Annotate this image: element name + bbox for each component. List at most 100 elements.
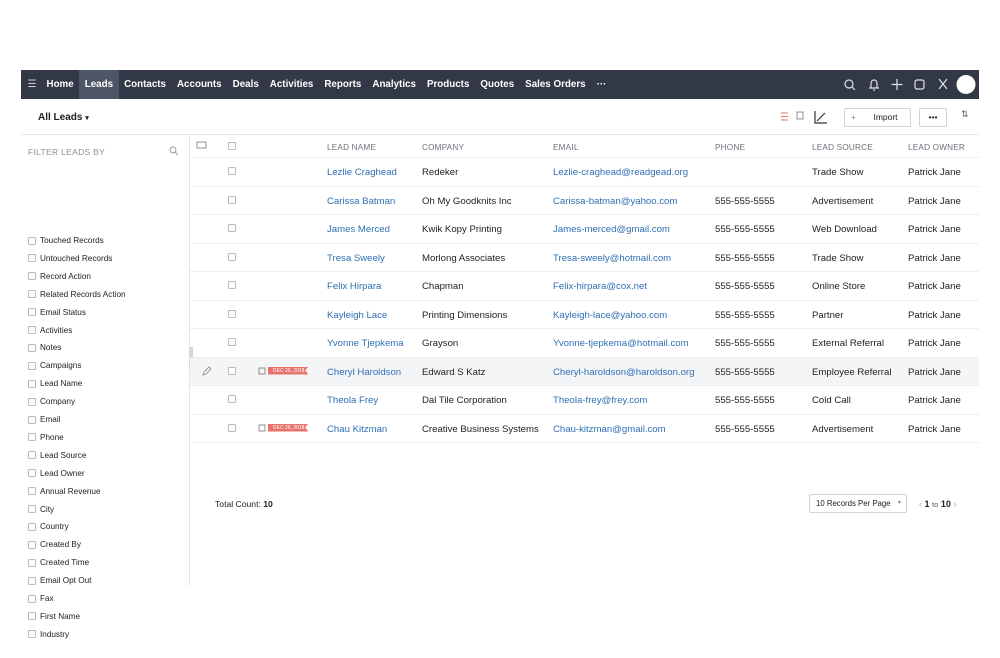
checkbox[interactable]	[28, 415, 36, 424]
column-header[interactable]: COMPANY	[422, 143, 465, 152]
checkbox[interactable]	[28, 540, 36, 549]
filter-item[interactable]: Lead Source	[28, 451, 86, 460]
filter-item[interactable]: Related Records Action	[28, 290, 126, 299]
filter-item[interactable]: Activities	[28, 326, 72, 335]
email[interactable]: Yvonne-tjepkema@hotmail.com	[553, 338, 689, 349]
lead-row[interactable]: Lezlie Craghead Redeker Lezlie-craghead@re…	[190, 158, 979, 187]
nav-item[interactable]: Analytics	[372, 79, 416, 90]
email[interactable]: James-merced@gmail.com	[553, 224, 670, 235]
filter-item[interactable]: Lead Owner	[28, 469, 85, 478]
checkbox[interactable]	[28, 433, 36, 442]
checkbox[interactable]	[28, 343, 36, 352]
checkbox[interactable]	[28, 379, 36, 388]
checkbox[interactable]	[228, 142, 236, 150]
filter-item[interactable]: Industry	[28, 630, 69, 639]
sort-icon[interactable]: ⇅	[961, 109, 969, 119]
filter-item[interactable]: Untouched Records	[28, 254, 112, 263]
lead-name[interactable]: Cheryl Haroldson	[327, 366, 402, 378]
lead-name[interactable]: James Merced	[327, 224, 390, 235]
checkbox[interactable]	[28, 272, 36, 281]
checkbox[interactable]	[28, 576, 36, 585]
checkbox[interactable]	[28, 326, 36, 334]
filter-item[interactable]: City	[28, 505, 54, 514]
filter-item[interactable]: Lead Name	[28, 379, 82, 388]
checkbox[interactable]	[228, 252, 236, 261]
filter-item[interactable]: Record Action	[28, 272, 91, 281]
nav-item[interactable]: Home	[46, 79, 74, 90]
filter-item[interactable]: Phone	[28, 433, 64, 442]
lead-row[interactable]: DEC 29, 2018 Cheryl Haroldson Edward S Kat…	[190, 357, 979, 386]
lead-name[interactable]: Chau Kitzman	[327, 423, 388, 435]
filter-item[interactable]: Notes	[28, 343, 61, 352]
filter-item[interactable]: Fax	[28, 594, 54, 603]
nav-item[interactable]: ···	[596, 79, 607, 90]
checkbox[interactable]	[28, 522, 36, 531]
lead-row[interactable]: Yvonne Tjepkema Grayson Yvonne-tjepkema@ho…	[190, 329, 979, 358]
filter-item[interactable]: First Name	[28, 612, 80, 621]
column-header[interactable]: EMAIL	[553, 143, 579, 152]
import-button[interactable]: + Import	[844, 108, 911, 127]
lead-name[interactable]: Felix Hirpara	[327, 281, 382, 292]
filter-item[interactable]: Campaigns	[28, 361, 81, 370]
filter-item[interactable]: Email	[28, 415, 60, 424]
checkbox[interactable]	[28, 254, 36, 263]
checkbox[interactable]	[228, 281, 236, 289]
lead-name[interactable]: Tresa Sweely	[327, 252, 385, 264]
nav-item[interactable]: Contacts	[124, 79, 166, 90]
lead-row[interactable]: Tresa Sweely Morlong Associates Tresa-swee…	[190, 244, 979, 272]
lead-row[interactable]: Kayleigh Lace Printing Dimensions Kayleigh…	[190, 301, 979, 329]
filter-item[interactable]: Company	[28, 397, 75, 406]
email[interactable]: Carissa-batman@yahoo.com	[553, 195, 678, 207]
filter-item[interactable]: Email Opt Out	[28, 576, 91, 585]
columns-icon[interactable]	[196, 141, 210, 151]
checkbox[interactable]	[228, 366, 236, 375]
email[interactable]: Kayleigh-lace@yahoo.com	[553, 309, 668, 321]
column-header[interactable]: PHONE	[715, 143, 746, 152]
nav-item[interactable]: Deals	[232, 79, 259, 90]
checkbox[interactable]	[228, 195, 236, 204]
email[interactable]: Tresa-sweely@hotmail.com	[553, 252, 672, 264]
email[interactable]: Chau-kitzman@gmail.com	[553, 423, 666, 435]
checkbox[interactable]	[28, 236, 36, 245]
filter-item[interactable]: Touched Records	[28, 236, 104, 245]
checkbox[interactable]	[28, 594, 36, 603]
lead-row[interactable]: Carissa Batman Oh My Goodknits Inc Carissa…	[190, 187, 979, 215]
lead-row[interactable]: James Merced Kwik Kopy Printing James-merc…	[190, 215, 979, 244]
lead-name[interactable]: Carissa Batman	[327, 195, 396, 207]
filter-item[interactable]: Annual Revenue	[28, 487, 101, 496]
checkbox[interactable]	[28, 308, 36, 317]
filter-item[interactable]: Created By	[28, 540, 81, 549]
nav-item[interactable]: Activities	[269, 79, 314, 90]
checkbox[interactable]	[28, 612, 36, 621]
checkbox[interactable]	[228, 395, 236, 403]
view-selector[interactable]: All Leads ▾	[38, 112, 89, 123]
nav-item[interactable]: Accounts	[176, 79, 222, 90]
email[interactable]: Theola-frey@frey.com	[553, 395, 648, 406]
checkbox[interactable]	[28, 487, 36, 496]
lead-row[interactable]: Felix Hirpara Chapman Felix-hirpara@cox.ne…	[190, 272, 979, 301]
checkbox[interactable]	[228, 423, 236, 432]
lead-name[interactable]: Lezlie Craghead	[327, 167, 397, 178]
email[interactable]: Felix-hirpara@cox.net	[553, 281, 647, 292]
menu-icon[interactable]: ☰	[27, 79, 37, 90]
checkbox[interactable]	[228, 224, 236, 232]
checkbox[interactable]	[28, 469, 36, 478]
checkbox[interactable]	[28, 290, 36, 299]
column-header[interactable]: LEAD SOURCE	[812, 143, 873, 152]
checkbox[interactable]	[228, 167, 236, 175]
nav-item[interactable]: Quotes	[480, 79, 515, 90]
edit-icon[interactable]	[202, 365, 212, 376]
checkbox[interactable]	[228, 338, 236, 346]
filter-item[interactable]: Country	[28, 522, 69, 531]
checkbox[interactable]	[28, 630, 36, 639]
lead-row[interactable]: Theola Frey Dal Tile Corporation Theola-fr…	[190, 386, 979, 415]
lead-name[interactable]: Theola Frey	[327, 395, 379, 406]
nav-item[interactable]: Products	[426, 79, 470, 90]
filter-search-icon[interactable]	[169, 146, 179, 156]
column-header[interactable]: LEAD NAME	[327, 143, 377, 152]
checkbox[interactable]	[28, 361, 36, 370]
nav-item[interactable]: Reports	[324, 79, 362, 90]
column-header[interactable]: LEAD OWNER	[908, 143, 966, 152]
checkbox[interactable]	[28, 397, 36, 406]
nav-item[interactable]: Leads	[79, 70, 119, 99]
